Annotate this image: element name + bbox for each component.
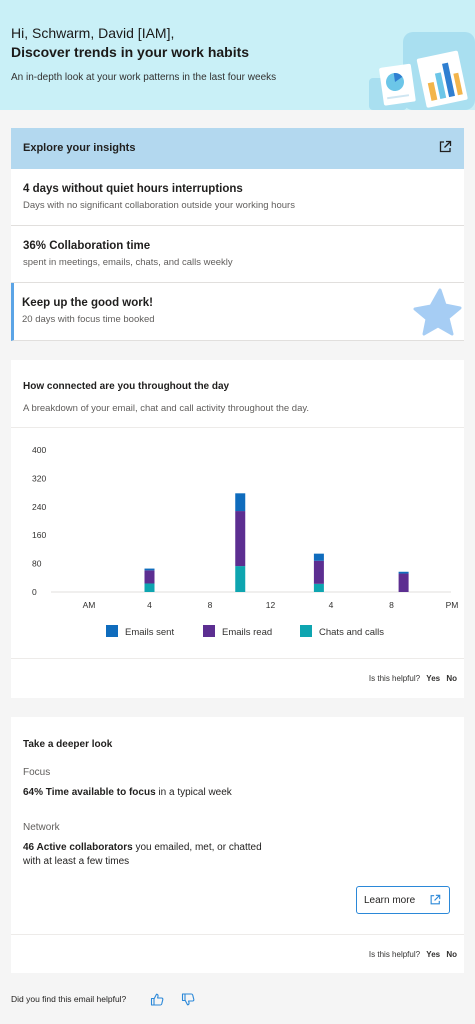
- learn-more-button[interactable]: Learn more: [356, 886, 450, 914]
- chart-description: A breakdown of your email, chat and call…: [23, 403, 310, 414]
- insight-title: 36% Collaboration time: [23, 240, 151, 252]
- network-stat: 46 Active collaborators: [23, 842, 133, 853]
- x-tick-label: PM: [446, 600, 459, 610]
- deeper-feedback: Is this helpful? Yes No: [369, 950, 457, 959]
- feedback-yes-link[interactable]: Yes: [426, 950, 441, 959]
- focus-stat-line: 64% Time available to focus in a typical…: [23, 786, 232, 800]
- bar-segment: [144, 570, 155, 584]
- network-label: Network: [23, 822, 60, 833]
- bar-segment: [313, 583, 324, 592]
- hero-banner: Hi, Schwarm, David [IAM], Discover trend…: [0, 0, 475, 110]
- email-feedback-question: Did you find this email helpful?: [11, 994, 127, 1004]
- y-tick-label: 240: [32, 502, 46, 512]
- legend-label: Chats and calls: [319, 627, 384, 638]
- external-link-icon[interactable]: [438, 140, 452, 154]
- feedback-question: Is this helpful?: [368, 950, 421, 959]
- bar-segment: [398, 573, 409, 592]
- legend-swatch: [203, 625, 215, 637]
- focus-suffix: in a typical week: [155, 787, 232, 798]
- x-tick-label: AM: [83, 600, 96, 610]
- x-tick-label: 4: [329, 600, 334, 610]
- legend-label: Emails sent: [125, 627, 174, 638]
- focus-stat: 64% Time available to focus: [23, 787, 156, 798]
- explore-insights-header[interactable]: Explore your insights: [11, 128, 464, 169]
- connectivity-chart-card: How connected are you throughout the day…: [11, 360, 464, 698]
- feedback-question: Is this helpful?: [368, 674, 421, 683]
- divider: [11, 427, 464, 428]
- bar-segment: [235, 566, 246, 592]
- focus-label: Focus: [23, 767, 51, 778]
- report-illustration-icon: [369, 32, 475, 110]
- divider: [11, 658, 464, 659]
- thumbs-down-icon[interactable]: [181, 993, 195, 1006]
- activity-bar-chart: 0 80 160 240 320 400 AM 4 8 12 4 8 PM Emails sent Emai…: [32, 445, 459, 638]
- greeting: Hi, Schwarm, David [IAM],: [11, 25, 175, 41]
- star-icon: [413, 288, 462, 336]
- insight-title: Keep up the good work!: [22, 297, 153, 309]
- bar-segment: [313, 560, 324, 584]
- insight-detail: 20 days with focus time booked: [22, 314, 155, 325]
- hero-heading: Hi, Schwarm, David [IAM], Discover trend…: [11, 24, 249, 62]
- bar-segment: [144, 568, 155, 571]
- y-tick-label: 80: [32, 559, 42, 569]
- chart-title: How connected are you throughout the day: [23, 381, 230, 392]
- divider: [11, 934, 464, 935]
- legend-label: Emails read: [222, 627, 272, 638]
- learn-more-label: Learn more: [364, 894, 416, 906]
- headline: Discover trends in your work habits: [11, 44, 250, 60]
- bar-segment: [313, 553, 324, 561]
- explore-insights-title: Explore your insights: [23, 142, 136, 154]
- insight-detail: Days with no significant collaboration o…: [23, 200, 295, 211]
- chart-feedback: Is this helpful? Yes No: [369, 674, 457, 683]
- bar-segment: [235, 511, 246, 567]
- insight-detail: spent in meetings, emails, chats, and ca…: [23, 257, 233, 268]
- feedback-no-link[interactable]: No: [446, 950, 457, 959]
- x-tick-label: 4: [147, 600, 152, 610]
- legend-swatch: [106, 625, 118, 637]
- bar-segment: [235, 493, 246, 512]
- bar-segment: [144, 583, 155, 592]
- feedback-yes-link[interactable]: Yes: [426, 674, 441, 683]
- y-tick-label: 0: [32, 587, 37, 597]
- y-tick-label: 160: [32, 530, 46, 540]
- y-tick-label: 400: [32, 445, 46, 455]
- x-tick-label: 8: [389, 600, 394, 610]
- network-stat-line: 46 Active collaborators you emailed, met…: [23, 841, 262, 869]
- hero-subtitle: An in-depth look at your work patterns i…: [11, 72, 277, 83]
- insight-title: 4 days without quiet hours interruptions: [23, 183, 243, 195]
- network-suffix-2: with at least a few times: [23, 856, 130, 867]
- deeper-look-card: Take a deeper look Focus 64% Time availa…: [11, 717, 464, 973]
- feedback-no-link[interactable]: No: [446, 674, 457, 683]
- x-tick-label: 12: [266, 600, 276, 610]
- external-link-icon: [430, 894, 441, 905]
- x-tick-label: 8: [208, 600, 213, 610]
- deeper-look-title: Take a deeper look: [23, 739, 113, 750]
- network-suffix: you emailed, met, or chatted: [132, 842, 262, 853]
- insight-collaboration-time[interactable]: 36% Collaboration time spent in meetings…: [11, 226, 464, 283]
- bar-segment: [398, 571, 409, 574]
- insight-focus-time[interactable]: Keep up the good work! 20 days with focu…: [11, 283, 464, 341]
- insight-quiet-hours[interactable]: 4 days without quiet hours interruptions…: [11, 169, 464, 226]
- y-tick-label: 320: [32, 473, 46, 483]
- thumbs-up-icon[interactable]: [150, 993, 164, 1006]
- legend-swatch: [300, 625, 312, 637]
